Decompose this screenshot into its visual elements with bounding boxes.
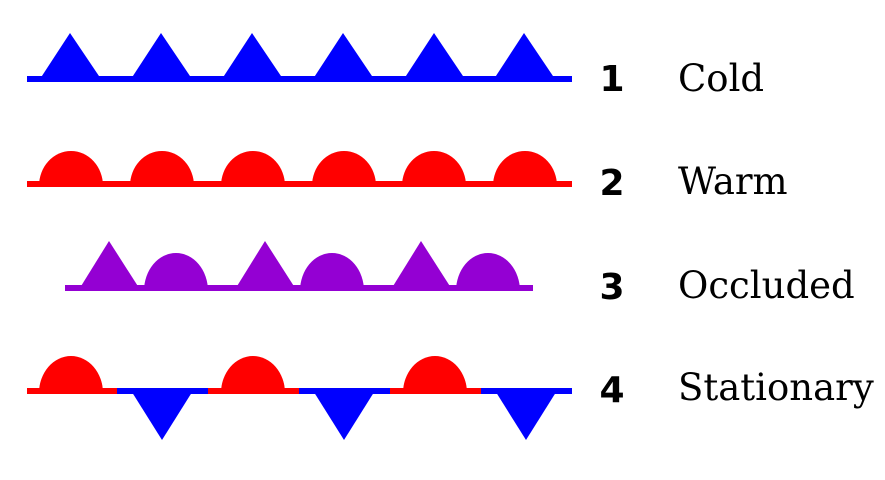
- cold-front-triangle: [311, 33, 376, 82]
- stationary-front-triangle: [130, 389, 194, 440]
- warm-front-semicircle: [493, 151, 557, 186]
- stationary-front-semicircle: [403, 356, 467, 393]
- front-name: Cold: [678, 57, 764, 100]
- front-number: 1: [599, 59, 624, 100]
- cold-front-triangle: [492, 33, 557, 82]
- occluded-front-triangle: [78, 241, 141, 291]
- front-row-stationary: 4 Stationary: [27, 356, 874, 440]
- cold-front-triangle: [402, 33, 467, 82]
- stationary-front-symbol: [27, 356, 572, 440]
- occluded-front-symbol: [65, 241, 533, 291]
- occluded-front-semicircle: [456, 253, 520, 291]
- occluded-front-triangle: [390, 241, 453, 291]
- stationary-front-semicircle: [39, 356, 103, 393]
- stationary-front-triangle: [494, 389, 558, 440]
- front-number: 2: [599, 163, 624, 204]
- front-name: Stationary: [678, 366, 874, 409]
- warm-front-semicircle: [402, 151, 466, 186]
- stationary-front-semicircle: [221, 356, 285, 393]
- cold-front-triangle: [38, 33, 103, 82]
- front-row-cold: 1 Cold: [27, 33, 764, 100]
- cold-front-symbol: [27, 33, 572, 82]
- warm-front-semicircle: [312, 151, 376, 186]
- front-number: 3: [599, 267, 624, 308]
- warm-front-symbol: [27, 151, 572, 187]
- front-name: Occluded: [678, 264, 855, 307]
- front-row-warm: 2 Warm: [27, 151, 788, 204]
- occluded-front-triangle: [234, 241, 297, 291]
- front-row-occluded: 3 Occluded: [65, 241, 855, 308]
- occluded-front-semicircle: [144, 253, 208, 291]
- front-name: Warm: [678, 160, 788, 203]
- occluded-front-semicircle: [300, 253, 364, 291]
- warm-front-semicircle: [39, 151, 103, 186]
- cold-front-triangle: [220, 33, 285, 82]
- cold-front-triangle: [129, 33, 194, 82]
- stationary-front-triangle: [312, 389, 376, 440]
- warm-front-semicircle: [130, 151, 194, 186]
- front-number: 4: [599, 370, 624, 411]
- warm-front-semicircle: [221, 151, 285, 186]
